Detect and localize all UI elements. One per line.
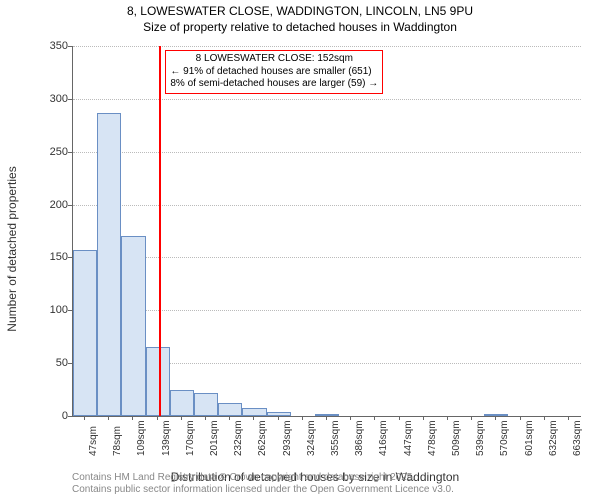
histogram-bar [146,347,170,416]
histogram-bar [97,113,121,416]
plot-area: 8 LOWESWATER CLOSE: 152sqm← 91% of detac… [72,46,581,417]
x-tick-label: 539sqm [475,420,486,456]
footer-attribution: Contains HM Land Registry data © Crown c… [72,472,454,496]
x-tick-label: 78sqm [112,426,123,456]
x-tick-label: 663sqm [572,420,583,456]
y-tick-mark [68,416,72,417]
x-tick-label: 386sqm [354,420,365,456]
footer-line-2: Contains public sector information licen… [72,484,454,496]
x-tick-label: 632sqm [548,420,559,456]
y-tick-mark [68,363,72,364]
footer-line-1: Contains HM Land Registry data © Crown c… [72,472,454,484]
y-tick-label: 250 [50,146,68,158]
x-tick-label: 293sqm [282,420,293,456]
x-tick-mark [568,416,569,420]
x-tick-mark [471,416,472,420]
x-tick-label: 324sqm [306,420,317,456]
histogram-bar [218,403,242,416]
title-line-1: 8, LOWESWATER CLOSE, WADDINGTON, LINCOLN… [0,4,600,20]
histogram-bar [170,390,194,416]
x-tick-label: 355sqm [330,420,341,456]
x-tick-label: 232sqm [233,420,244,456]
x-tick-mark [181,416,182,420]
property-marker-line [159,46,161,416]
chart-title: 8, LOWESWATER CLOSE, WADDINGTON, LINCOLN… [0,0,600,35]
annotation-line: 8% of semi-detached houses are larger (5… [170,78,378,91]
x-tick-label: 47sqm [88,426,99,456]
x-tick-mark [108,416,109,420]
y-tick-mark [68,99,72,100]
histogram-bar [73,250,97,416]
gridline [73,310,581,311]
x-tick-label: 262sqm [257,420,268,456]
x-tick-mark [278,416,279,420]
annotation-line: 8 LOWESWATER CLOSE: 152sqm [170,53,378,66]
x-tick-label: 601sqm [524,420,535,456]
histogram-bar [484,414,508,416]
x-tick-mark [447,416,448,420]
annotation-callout: 8 LOWESWATER CLOSE: 152sqm← 91% of detac… [165,50,383,94]
x-tick-mark [374,416,375,420]
x-tick-label: 570sqm [499,420,510,456]
x-tick-label: 109sqm [136,420,147,456]
x-tick-mark [423,416,424,420]
histogram-bar [121,236,145,416]
y-tick-mark [68,257,72,258]
y-tick-label: 300 [50,93,68,105]
gridline [73,257,581,258]
y-tick-label: 200 [50,199,68,211]
x-tick-mark [132,416,133,420]
histogram-chart: Number of detached properties 8 LOWESWAT… [50,46,580,451]
gridline [73,205,581,206]
x-tick-label: 170sqm [185,420,196,456]
y-tick-label: 50 [56,357,68,369]
title-line-2: Size of property relative to detached ho… [0,20,600,36]
y-tick-mark [68,152,72,153]
x-tick-mark [302,416,303,420]
x-tick-mark [229,416,230,420]
x-tick-mark [350,416,351,420]
x-tick-mark [326,416,327,420]
x-tick-mark [399,416,400,420]
gridline [73,46,581,47]
x-tick-label: 201sqm [209,420,220,456]
y-tick-label: 350 [50,40,68,52]
x-tick-label: 478sqm [427,420,438,456]
gridline [73,152,581,153]
x-tick-mark [520,416,521,420]
x-tick-mark [84,416,85,420]
histogram-bar [267,412,291,416]
y-tick-mark [68,205,72,206]
annotation-line: ← 91% of detached houses are smaller (65… [170,66,378,79]
histogram-bar [242,408,266,416]
y-tick-mark [68,46,72,47]
histogram-bar [194,393,218,416]
x-tick-label: 509sqm [451,420,462,456]
y-tick-label: 150 [50,251,68,263]
x-tick-mark [253,416,254,420]
gridline [73,99,581,100]
y-axis-label: Number of detached properties [5,166,19,331]
x-tick-mark [205,416,206,420]
y-tick-mark [68,310,72,311]
x-tick-mark [544,416,545,420]
x-tick-mark [495,416,496,420]
x-tick-label: 447sqm [403,420,414,456]
y-tick-label: 100 [50,304,68,316]
x-tick-mark [157,416,158,420]
x-tick-label: 139sqm [161,420,172,456]
x-tick-label: 416sqm [378,420,389,456]
